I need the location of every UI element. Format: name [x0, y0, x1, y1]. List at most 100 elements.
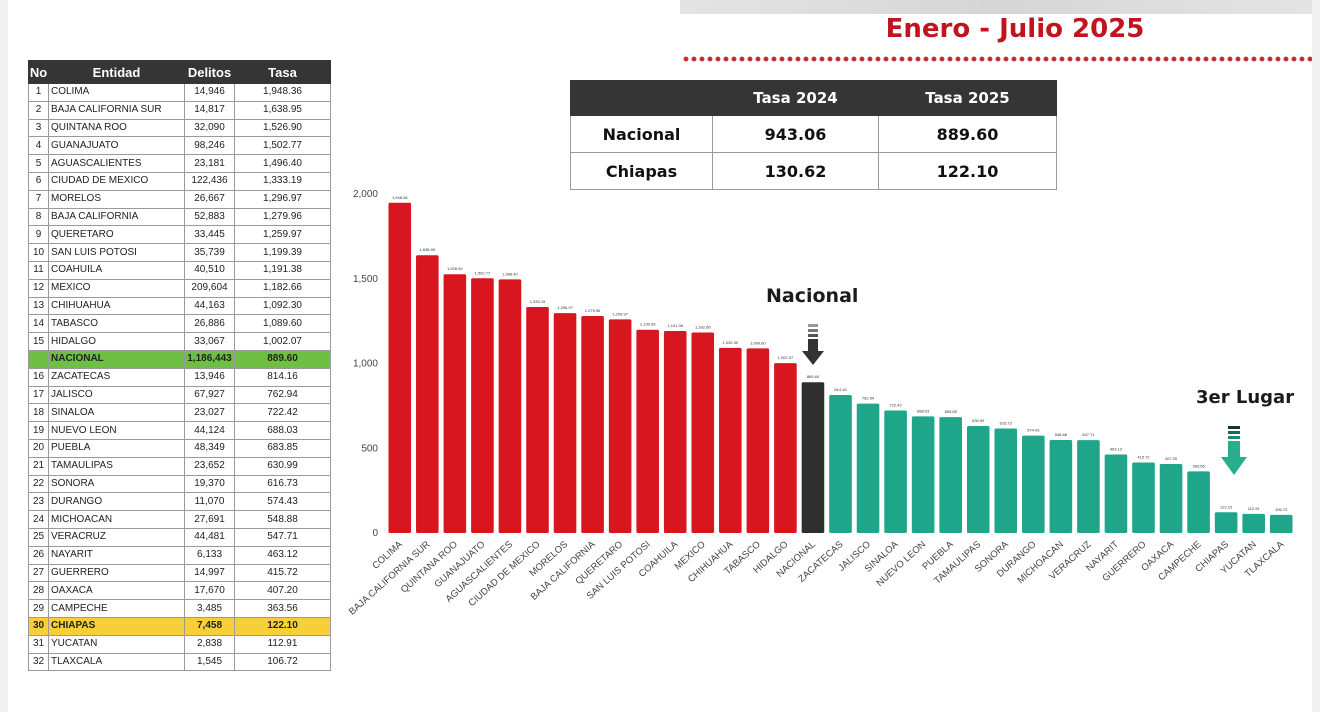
table-row: 6 CIUDAD DE MEXICO 122,436 1,333.19 — [28, 171, 331, 191]
bar — [581, 316, 604, 533]
data-label: 106.72 — [1275, 507, 1288, 512]
bar — [1077, 440, 1100, 533]
comparison-label: Chiapas — [570, 152, 713, 190]
row-number: 6 — [28, 171, 49, 191]
bar — [1187, 471, 1210, 533]
row-entidad: GUERRERO — [48, 563, 185, 583]
row-number: 1 — [28, 83, 49, 102]
data-label: 1,089.60 — [750, 340, 766, 345]
row-entidad: NAYARIT — [48, 545, 185, 565]
row-delitos: 19,370 — [184, 474, 235, 494]
y-tick-label: 1,000 — [353, 359, 378, 370]
row-tasa: 407.20 — [234, 581, 331, 601]
row-delitos: 27,691 — [184, 510, 235, 529]
row-tasa: 1,333.19 — [234, 171, 331, 191]
bar — [1159, 463, 1183, 533]
data-label: 574.43 — [1027, 428, 1040, 433]
table-row: 26 NAYARIT 6,133 463.12 — [28, 545, 331, 565]
row-number: 11 — [28, 260, 49, 280]
row-delitos: 98,246 — [184, 136, 235, 156]
row-number: 29 — [28, 599, 49, 618]
table-row: 9 QUERETARO 33,445 1,259.97 — [28, 225, 331, 245]
row-entidad: GUANAJUATO — [48, 136, 185, 156]
row-delitos: 3,485 — [184, 599, 235, 618]
y-tick-label: 1,500 — [353, 274, 378, 285]
row-tasa: 1,948.36 — [234, 83, 331, 102]
row-entidad: SONORA — [48, 474, 185, 494]
table-row: 3 QUINTANA ROO 32,090 1,526.90 — [28, 118, 331, 138]
row-delitos: 2,838 — [184, 634, 235, 654]
data-label: 889.60 — [807, 374, 820, 379]
row-number: 2 — [28, 100, 49, 120]
bar — [1269, 514, 1293, 533]
comparison-value-2025: 889.60 — [878, 115, 1057, 153]
data-label: 407.20 — [1165, 456, 1178, 461]
row-number: 19 — [28, 421, 49, 440]
table-row: 10 SAN LUIS POTOSI 35,739 1,199.39 — [28, 243, 331, 262]
data-label: 688.03 — [917, 408, 930, 413]
row-tasa: 814.16 — [234, 367, 331, 387]
table-row: 8 BAJA CALIFORNIA 52,883 1,279.96 — [28, 207, 331, 227]
ranking-body: 1 COLIMA 14,946 1,948.36 2 BAJA CALIFORNIA SU… — [28, 83, 331, 672]
bar — [829, 394, 852, 533]
data-label: 1,259.97 — [612, 311, 628, 316]
data-label: 463.12 — [1110, 447, 1123, 452]
row-tasa: 1,638.95 — [234, 100, 331, 120]
row-tasa: 1,279.96 — [234, 207, 331, 227]
row-entidad: HIDALGO — [48, 332, 185, 351]
table-row: 17 JALISCO 67,927 762.94 — [28, 385, 331, 405]
table-row: 31 YUCATAN 2,838 112.91 — [28, 634, 331, 654]
data-label: 1,948.36 — [392, 195, 408, 200]
nacional-annotation: Nacional — [766, 285, 859, 307]
row-tasa: 1,496.40 — [234, 154, 331, 173]
table-row: 27 GUERRERO 14,997 415.72 — [28, 563, 331, 583]
col-header-delitos: Delitos — [184, 60, 235, 84]
comparison-value-2025: 122.10 — [878, 152, 1057, 190]
row-tasa: 889.60 — [234, 349, 331, 369]
row-delitos: 44,163 — [184, 296, 235, 316]
comparison-value-2024: 943.06 — [712, 115, 879, 153]
row-entidad: CAMPECHE — [48, 599, 185, 618]
row-delitos: 14,817 — [184, 100, 235, 120]
data-label: 547.71 — [1082, 432, 1095, 437]
row-number: 5 — [28, 154, 49, 173]
row-entidad: CHIHUAHUA — [48, 296, 185, 316]
bar — [388, 202, 412, 533]
data-label: 122.10 — [1220, 504, 1233, 509]
row-number: 20 — [28, 438, 49, 458]
row-tasa: 1,502.77 — [234, 136, 331, 156]
row-delitos: 1,545 — [184, 652, 235, 672]
col-header-tasa: Tasa — [234, 60, 331, 84]
row-number: 16 — [28, 367, 49, 387]
bar — [801, 382, 825, 533]
row-entidad: DURANGO — [48, 492, 185, 512]
row-delitos: 52,883 — [184, 207, 235, 227]
row-entidad: BAJA CALIFORNIA SUR — [48, 100, 185, 120]
down-arrow-icon — [1221, 426, 1247, 475]
table-row: 15 HIDALGO 33,067 1,002.07 — [28, 332, 331, 351]
bar — [939, 417, 962, 533]
data-label: 1,182.66 — [695, 325, 711, 330]
row-number: 31 — [28, 634, 49, 654]
comparison-header-2024: Tasa 2024 — [712, 80, 879, 116]
row-number: 17 — [28, 385, 49, 405]
row-delitos: 35,739 — [184, 243, 235, 262]
row-entidad: CHIAPAS — [48, 616, 185, 636]
row-entidad: COLIMA — [48, 83, 185, 102]
table-row: 19 NUEVO LEON 44,124 688.03 — [28, 421, 331, 440]
row-number: 9 — [28, 225, 49, 245]
row-number: 28 — [28, 581, 49, 601]
bar — [911, 416, 935, 533]
header-band — [680, 0, 1312, 14]
table-row: 1 COLIMA 14,946 1,948.36 — [28, 83, 331, 102]
row-number: 24 — [28, 510, 49, 529]
row-tasa: 415.72 — [234, 563, 331, 583]
bar — [526, 307, 549, 533]
comparison-label: Nacional — [570, 115, 713, 153]
row-number: 30 — [28, 616, 49, 636]
bar — [416, 255, 439, 533]
table-row: 32 TLAXCALA 1,545 106.72 — [28, 652, 331, 672]
row-delitos: 40,510 — [184, 260, 235, 280]
row-delitos: 11,070 — [184, 492, 235, 512]
row-delitos: 32,090 — [184, 118, 235, 138]
